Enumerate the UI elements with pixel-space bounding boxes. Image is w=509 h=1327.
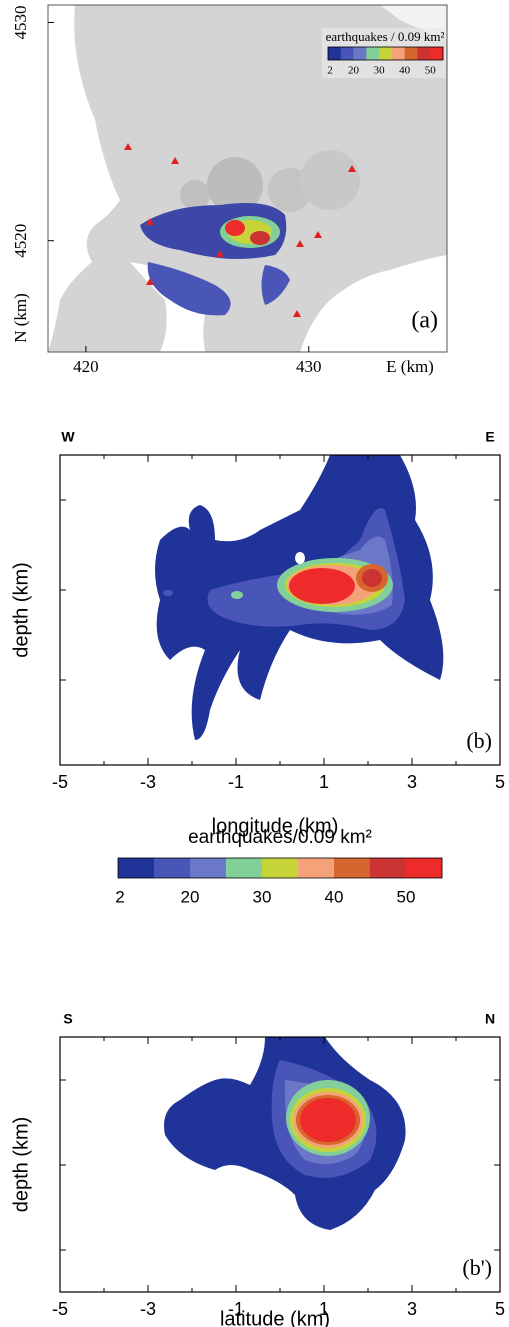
- x-tick-label: 5: [495, 772, 505, 792]
- left-direction-label: S: [63, 1011, 72, 1027]
- colorbar-tick-label: 50: [425, 65, 437, 77]
- colorbar-swatch: [430, 47, 443, 60]
- colorbar-swatch: [379, 47, 392, 60]
- colorbar-tick-label: 20: [348, 65, 360, 77]
- x-tick-label: -1: [228, 772, 244, 792]
- colorbar-swatch: [262, 858, 298, 878]
- colorbar-swatch: [328, 47, 341, 60]
- colorbar-swatch: [226, 858, 262, 878]
- colorbar-swatch: [406, 858, 442, 878]
- left-direction-label: W: [61, 429, 75, 445]
- contour-b-prime: [60, 1037, 500, 1292]
- colorbar-swatch: [366, 47, 379, 60]
- x-axis-label: E (km): [386, 357, 434, 376]
- colorbar-swatch: [334, 858, 370, 878]
- x-tick-label: -3: [140, 1299, 156, 1319]
- panel-label: (b): [466, 728, 492, 753]
- x-tick-label: -5: [52, 1299, 68, 1319]
- colorbar-tick-label: 40: [325, 887, 344, 906]
- x-tick-label: 3: [407, 772, 417, 792]
- colorbar-swatch: [417, 47, 430, 60]
- colorbar-tick-label: 2: [327, 65, 333, 77]
- x-tick-label: 430: [296, 357, 322, 376]
- right-direction-label: E: [485, 429, 494, 445]
- x-tick-label: 5: [495, 1299, 505, 1319]
- y-tick-label: 4520: [11, 224, 30, 258]
- panel-label: (a): [411, 308, 438, 334]
- contour-b: [60, 455, 500, 765]
- x-tick-label: -3: [140, 772, 156, 792]
- colorbar-swatch: [354, 47, 367, 60]
- colorbar-swatch: [405, 47, 418, 60]
- colorbar-tick-label: 2: [115, 887, 124, 906]
- colorbar-swatch: [118, 858, 154, 878]
- right-direction-label: N: [485, 1011, 495, 1027]
- y-axis-label: N (km): [11, 293, 30, 343]
- colorbar-swatch: [154, 858, 190, 878]
- x-tick-label: 420: [73, 357, 99, 376]
- colorbar-swatch: [370, 858, 406, 878]
- colorbar-tick-label: 30: [253, 887, 272, 906]
- colorbar-swatch: [190, 858, 226, 878]
- figure: 420 430 4520 4530 E (km) N (km) (a) earthquakes…: [0, 0, 509, 1327]
- colorbar-tick-label: 30: [374, 65, 386, 77]
- colorbar-swatch: [392, 47, 405, 60]
- x-tick-label: -5: [52, 772, 68, 792]
- colorbar-swatch: [298, 858, 334, 878]
- y-tick-label: 4530: [11, 5, 30, 39]
- x-tick-label: 1: [319, 772, 329, 792]
- colorbar-tick-label: 50: [397, 887, 416, 906]
- colorbar-swatch: [341, 47, 354, 60]
- colorbar-tick-label: 20: [181, 887, 200, 906]
- colorbar-tick-label: 40: [399, 65, 411, 77]
- y-axis-label: depth (km): [10, 562, 32, 658]
- y-axis-label: depth (km): [10, 1117, 32, 1213]
- panel-label: (b'): [462, 1255, 492, 1280]
- x-axis-label: latitude (km): [220, 1308, 330, 1327]
- x-tick-label: 3: [407, 1299, 417, 1319]
- colorbar-title: earthquakes / 0.09 km²: [326, 29, 445, 44]
- colorbar-title: earthquakes/0.09 km²: [188, 827, 372, 848]
